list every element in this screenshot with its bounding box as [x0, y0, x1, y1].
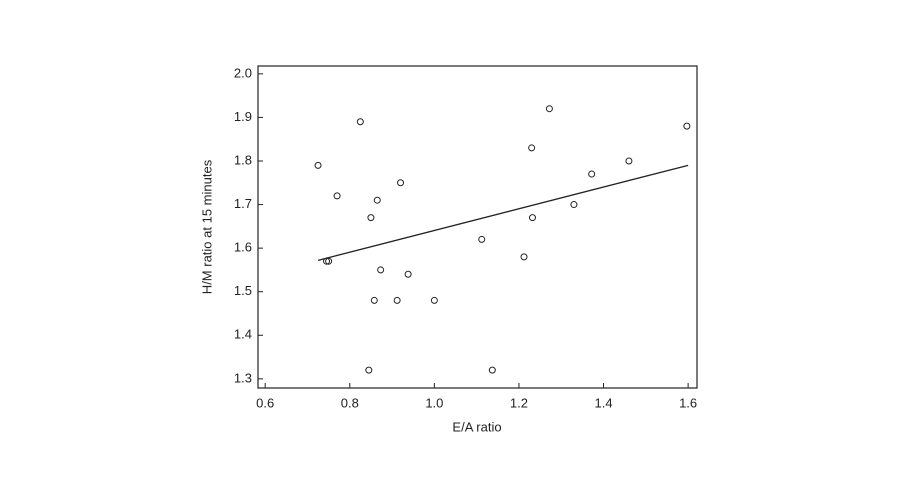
point — [570, 201, 578, 209]
y-tick-label: 1.7 — [234, 196, 252, 211]
x-tick-label: 0.6 — [256, 395, 274, 410]
point — [528, 144, 536, 152]
point — [397, 179, 405, 187]
point — [393, 296, 401, 304]
point — [377, 266, 385, 274]
fit-line — [317, 164, 689, 261]
x-tick-label: 0.8 — [341, 395, 359, 410]
point — [478, 235, 486, 243]
point — [625, 157, 633, 165]
x-tick-label: 1.4 — [594, 395, 612, 410]
point — [333, 192, 341, 200]
point — [373, 196, 381, 204]
point — [520, 253, 528, 261]
point — [683, 122, 691, 130]
x-tick-label: 1.0 — [425, 395, 443, 410]
y-tick-label: 1.6 — [234, 240, 252, 255]
y-axis-label: H/M ratio at 15 minutes — [199, 159, 214, 294]
x-axis-label: E/A ratio — [452, 419, 501, 434]
y-tick-label: 1.8 — [234, 152, 252, 167]
point — [488, 366, 496, 374]
point — [356, 118, 364, 126]
point — [365, 366, 373, 374]
point — [370, 296, 378, 304]
point — [430, 296, 438, 304]
x-tick-label: 1.6 — [679, 395, 697, 410]
point — [367, 214, 375, 222]
y-tick-label: 1.3 — [234, 370, 252, 385]
point — [314, 161, 322, 169]
point — [404, 270, 412, 278]
y-tick-label: 1.9 — [234, 109, 252, 124]
y-tick-label: 1.4 — [234, 327, 252, 342]
point — [528, 214, 536, 222]
x-tick-label: 1.2 — [510, 395, 528, 410]
point — [545, 105, 553, 113]
plot-frame — [257, 65, 698, 389]
y-tick-label: 1.5 — [234, 283, 252, 298]
point — [588, 170, 596, 178]
y-tick-label: 2.0 — [234, 65, 252, 80]
